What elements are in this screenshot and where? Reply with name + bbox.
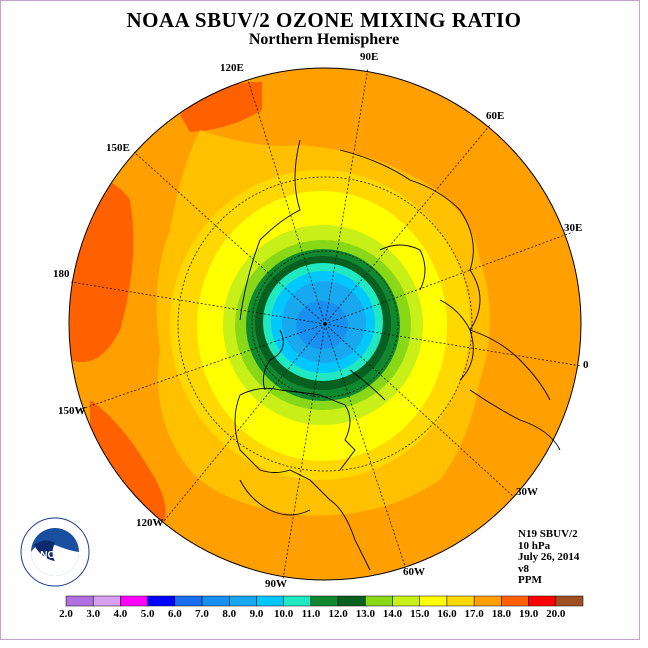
colorbar-tick-label: 4.0: [113, 608, 128, 620]
colorbar-tick-label: 3.0: [86, 608, 101, 620]
info-date: July 26, 2014: [518, 551, 580, 563]
info-version: v8: [518, 562, 529, 575]
colorbar-tick-label: 14.0: [382, 608, 403, 620]
info-units: PPM: [518, 574, 542, 586]
colorbar-tick-label: 10.0: [274, 608, 294, 620]
ozone-patch-high: [90, 400, 166, 530]
colorbar-tick-label: 19.0: [518, 608, 539, 620]
colorbar-swatch: [92, 595, 121, 607]
colorbar-swatch: [174, 595, 203, 607]
colorbar-tick-label: 12.0: [328, 608, 348, 620]
colorbar-tick-label: 11.0: [301, 608, 321, 620]
colorbar-swatch: [446, 595, 475, 607]
colorbar-swatch: [120, 595, 148, 607]
colorbar-tick-label: 7.0: [195, 608, 209, 620]
colorbar-swatch: [473, 595, 502, 607]
colorbar-swatch: [229, 595, 257, 607]
colorbar-swatch: [256, 595, 284, 607]
ozone-patch-high: [180, 81, 262, 132]
info-level: 10 hPa: [518, 539, 551, 552]
info-satellite: N19 SBUV/2: [518, 528, 578, 540]
colorbar-tick-label: 15.0: [410, 608, 430, 620]
lon-label-150e: 150E: [106, 142, 130, 154]
colorbar-tick-label: 9.0: [249, 608, 264, 620]
lon-label-120w: 120W: [136, 517, 164, 529]
lon-label-60w: 60W: [403, 566, 425, 578]
colorbar-tick-label: 20.0: [546, 608, 566, 620]
graticule: [70, 67, 582, 580]
chart-title: NOAA SBUV/2 OZONE MIXING RATIO: [126, 8, 522, 32]
chart-subtitle: Northern Hemisphere: [248, 31, 400, 48]
colorbar-tick-label: 8.0: [222, 608, 237, 620]
colorbar-tick-label: 18.0: [491, 608, 511, 620]
colorbar-swatch: [337, 595, 366, 607]
colorbar-swatch: [147, 595, 176, 607]
lon-label-180: 180: [53, 268, 70, 280]
colorbar-tick-label: 5.0: [140, 608, 155, 620]
lon-label-30w: 30W: [516, 486, 538, 498]
colorbar-tick-label: 17.0: [464, 608, 484, 620]
figure-frame: [0, 0, 640, 640]
colorbar-tick-label: 2.0: [59, 608, 73, 620]
logo-text: NOAA: [40, 550, 69, 561]
colorbar-swatch: [555, 595, 584, 607]
colorbar-swatch: [392, 595, 420, 607]
map-boundary: [68, 67, 582, 581]
lon-label-90w: 90W: [265, 578, 287, 590]
coastlines: [234, 139, 561, 571]
lon-label-150w: 150W: [58, 405, 86, 417]
lon-label-90e: 90E: [360, 51, 379, 63]
colorbar-swatch: [365, 595, 393, 607]
colorbar-swatch: [501, 595, 529, 607]
lon-label-0: 0: [583, 359, 589, 371]
colorbar-swatch: [283, 595, 312, 607]
colorbar-tick-label: 16.0: [437, 608, 457, 620]
noaa-logo: NOAA: [20, 517, 90, 587]
colorbar-swatch: [65, 595, 94, 607]
lon-label-120e: 120E: [220, 62, 244, 74]
colorbar-swatch: [201, 595, 230, 607]
colorbar-tick-label: 13.0: [355, 608, 375, 620]
colorbar-swatch: [528, 595, 557, 607]
lon-label-30e: 30E: [564, 222, 583, 234]
colorbar-swatch: [310, 595, 339, 607]
info-block: N19 SBUV/2 10 hPa July 26, 2014 v8 PPM: [518, 528, 580, 587]
colorbar-swatch: [419, 595, 448, 607]
colorbar-tick-label: 6.0: [167, 608, 182, 620]
lon-label-60e: 60E: [486, 110, 505, 122]
